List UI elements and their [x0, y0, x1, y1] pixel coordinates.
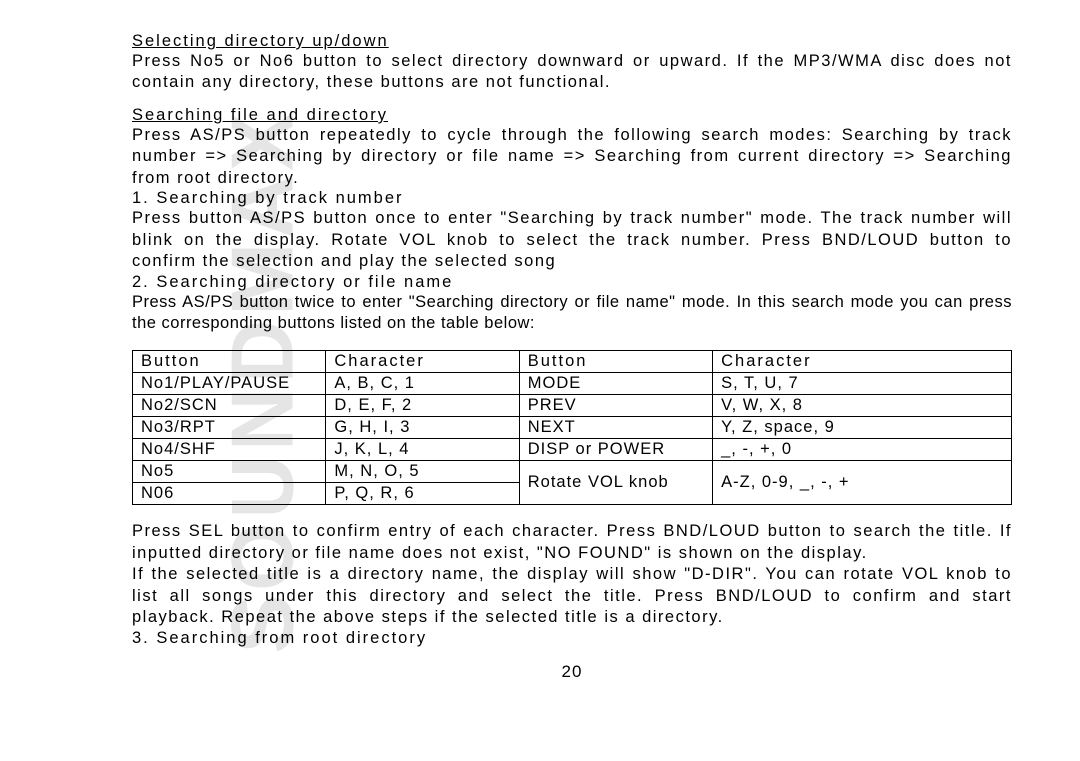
- section2-heading: Searching file and directory: [132, 106, 1012, 125]
- table-cell: G, H, I, 3: [326, 417, 519, 439]
- table-cell: N06: [133, 483, 326, 505]
- after-paragraph-1: Press SEL button to confirm entry of eac…: [132, 521, 1012, 564]
- table-cell: Y, Z, space, 9: [713, 417, 1012, 439]
- table-cell: A, B, C, 1: [326, 373, 519, 395]
- table-cell: J, K, L, 4: [326, 439, 519, 461]
- page-number: 20: [132, 662, 1012, 682]
- table-cell: No2/SCN: [133, 395, 326, 417]
- table-cell: NEXT: [519, 417, 712, 439]
- table-cell: MODE: [519, 373, 712, 395]
- table-cell: DISP or POWER: [519, 439, 712, 461]
- table-cell: No1/PLAY/PAUSE: [133, 373, 326, 395]
- table-cell: S, T, U, 7: [713, 373, 1012, 395]
- table-cell: _, -, +, 0: [713, 439, 1012, 461]
- table-row: No3/RPT G, H, I, 3 NEXT Y, Z, space, 9: [133, 417, 1012, 439]
- table-row: No1/PLAY/PAUSE A, B, C, 1 MODE S, T, U, …: [133, 373, 1012, 395]
- sub1-body: Press button AS/PS button once to enter …: [132, 208, 1012, 272]
- character-map-table: Button Character Button Character No1/PL…: [132, 350, 1012, 505]
- table-header: Button: [519, 351, 712, 373]
- table-row: No4/SHF J, K, L, 4 DISP or POWER _, -, +…: [133, 439, 1012, 461]
- sub2-heading: 2. Searching directory or file name: [132, 273, 1012, 292]
- table-cell-merged: Rotate VOL knob: [519, 461, 712, 505]
- table-cell-merged: A-Z, 0-9, _, -, +: [713, 461, 1012, 505]
- sub3-heading: 3. Searching from root directory: [132, 629, 1012, 648]
- page-content: Selecting directory up/down Press No5 or…: [0, 0, 1080, 702]
- table-header: Button: [133, 351, 326, 373]
- table-header: Character: [713, 351, 1012, 373]
- table-cell: No4/SHF: [133, 439, 326, 461]
- table-cell: V, W, X, 8: [713, 395, 1012, 417]
- section1-heading: Selecting directory up/down: [132, 32, 1012, 51]
- table-cell: No5: [133, 461, 326, 483]
- table-cell: PREV: [519, 395, 712, 417]
- table-row: No5 M, N, O, 5 Rotate VOL knob A-Z, 0-9,…: [133, 461, 1012, 483]
- table-cell: D, E, F, 2: [326, 395, 519, 417]
- table-cell: P, Q, R, 6: [326, 483, 519, 505]
- table-header-row: Button Character Button Character: [133, 351, 1012, 373]
- table-header: Character: [326, 351, 519, 373]
- sub1-heading: 1. Searching by track number: [132, 189, 1012, 208]
- section1-body: Press No5 or No6 button to select direct…: [132, 51, 1012, 94]
- section2-body: Press AS/PS button repeatedly to cycle t…: [132, 125, 1012, 189]
- table-cell: M, N, O, 5: [326, 461, 519, 483]
- table-cell: No3/RPT: [133, 417, 326, 439]
- after-paragraph-2: If the selected title is a directory nam…: [132, 564, 1012, 628]
- sub2-body: Press AS/PS button twice to enter "Searc…: [132, 292, 1012, 335]
- table-row: No2/SCN D, E, F, 2 PREV V, W, X, 8: [133, 395, 1012, 417]
